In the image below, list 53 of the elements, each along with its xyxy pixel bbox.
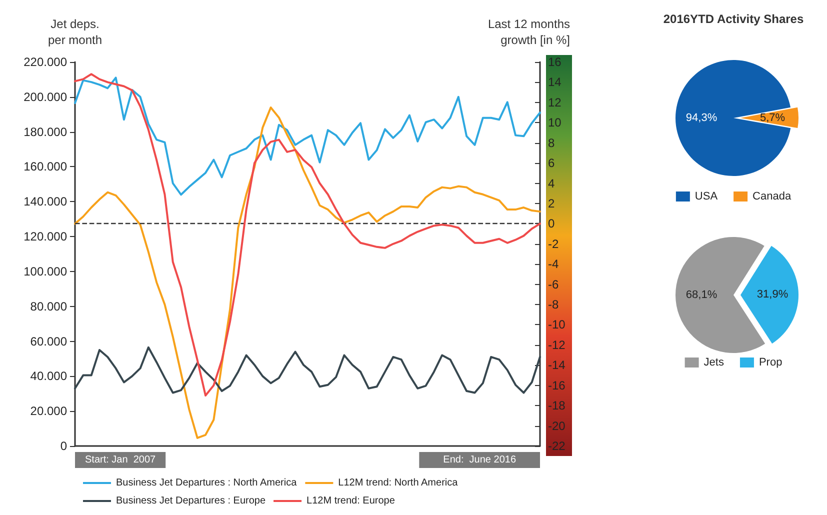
y-tick-label: 0 xyxy=(60,439,68,453)
data-label: 68,1% xyxy=(686,289,718,302)
y2-tick-label: -14 xyxy=(548,358,566,372)
y2-tick-label: 14 xyxy=(548,75,562,90)
y-tick-label: 220.000 xyxy=(24,55,68,69)
y2-tick-label: -12 xyxy=(548,338,566,352)
legend-label: Jets xyxy=(704,356,724,368)
y-tick-label: 160.000 xyxy=(24,160,68,174)
line-series xyxy=(74,346,541,394)
y-tick-label: 140.000 xyxy=(24,194,68,209)
legend-label: L12M trend: North America xyxy=(338,478,458,488)
legend-label: L12M trend: Europe xyxy=(306,496,396,506)
text: Start: Jan 2007 xyxy=(85,454,156,466)
legend-label: Canada xyxy=(752,190,792,202)
y-tick-label: 180.000 xyxy=(24,124,68,139)
y-tick-label: 60.000 xyxy=(30,334,68,348)
y2-tick-label: -8 xyxy=(548,298,559,312)
y2-tick-label: 8 xyxy=(548,136,555,150)
y2-tick-label: -22 xyxy=(548,439,566,453)
y2-tick-label: 10 xyxy=(548,116,562,130)
y2-tick-label: 12 xyxy=(548,95,562,110)
text: End: June 2016 xyxy=(443,454,516,466)
y2-tick-label: 16 xyxy=(548,55,562,69)
y-axis-title: Jet deps. per month xyxy=(48,17,102,47)
data-label: 94,3% xyxy=(686,112,718,124)
line-series xyxy=(74,73,541,396)
y-tick-label: 200.000 xyxy=(24,90,68,104)
y2-tick-label: -18 xyxy=(548,398,566,413)
line-series xyxy=(74,106,541,439)
y2-tick-label: -10 xyxy=(548,318,566,332)
y-tick-label: 100.000 xyxy=(24,264,68,278)
y2-tick-label: 0 xyxy=(548,216,555,231)
y2-tick-label: 6 xyxy=(548,156,555,170)
y2-tick-label: -6 xyxy=(548,277,559,292)
line-series xyxy=(74,76,541,196)
chart-title: 2016YTD Activity Shares xyxy=(663,12,804,26)
y2-tick-label: -2 xyxy=(548,236,559,251)
legend-label: Prop xyxy=(758,356,782,368)
y2-tick-label: -20 xyxy=(548,418,566,433)
y-tick-label: 40.000 xyxy=(30,369,68,384)
data-label: 31,9% xyxy=(756,288,788,301)
data-label: 5,7% xyxy=(760,112,786,124)
y2-axis-title: Last 12 months growth [in %] xyxy=(488,17,570,47)
y2-tick-label: 4 xyxy=(548,176,555,190)
y2-tick-label: -4 xyxy=(548,257,559,272)
y2-tick-label: -16 xyxy=(548,378,566,392)
legend-label: Business Jet Departures : North America xyxy=(116,478,298,488)
y-tick-label: 80.000 xyxy=(30,299,68,314)
y2-tick-label: 2 xyxy=(548,196,555,210)
legend-label: USA xyxy=(694,190,718,202)
y-tick-label: 20.000 xyxy=(30,404,68,418)
legend-label: Business Jet Departures : Europe xyxy=(116,496,266,506)
y-tick-label: 120.000 xyxy=(24,230,68,244)
